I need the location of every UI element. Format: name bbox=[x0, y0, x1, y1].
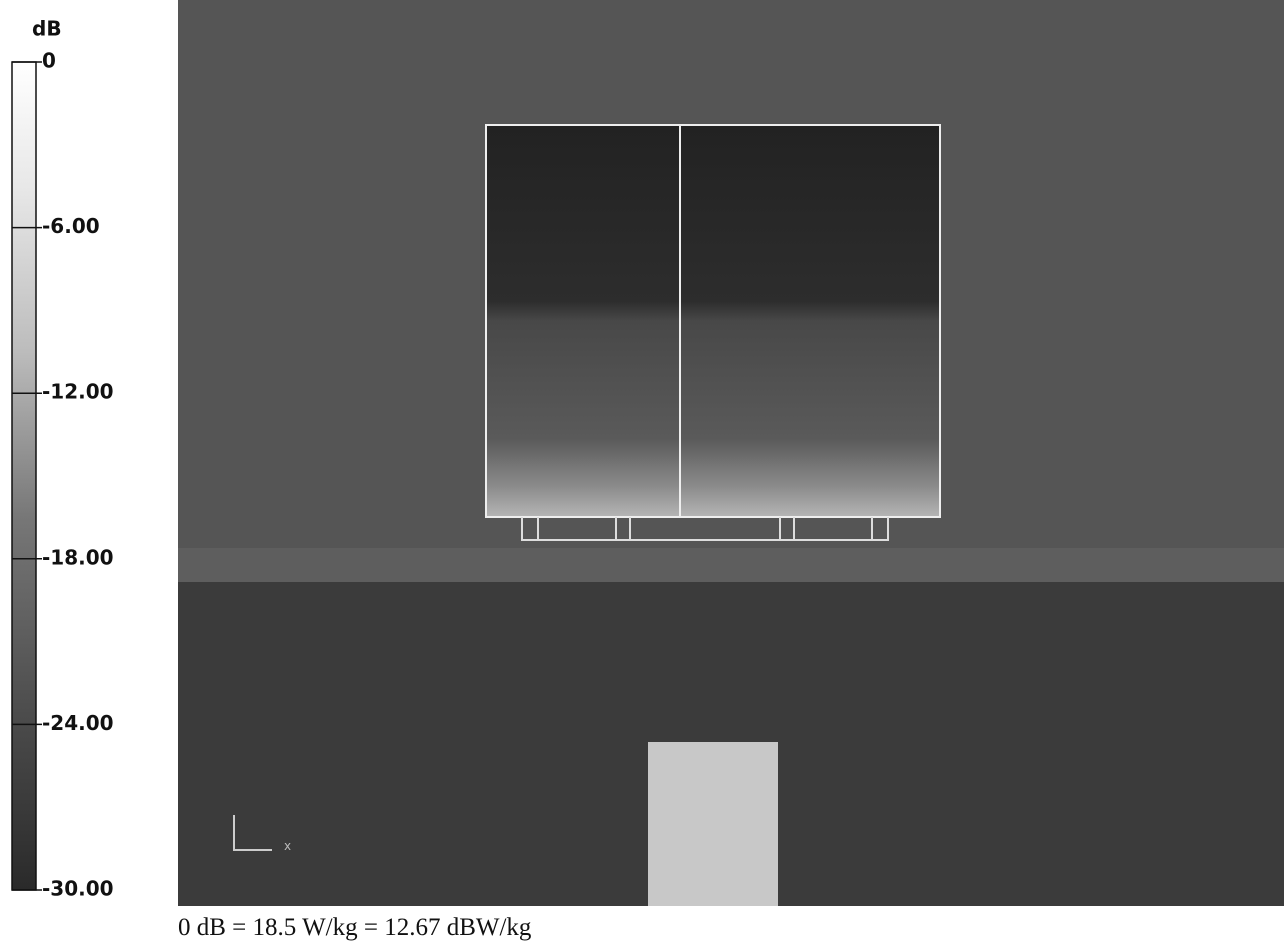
colorbar-unit: dB bbox=[32, 17, 62, 41]
tick-label: -30.00 bbox=[42, 877, 114, 901]
device-outline bbox=[485, 124, 941, 518]
tick-label: 0 bbox=[42, 49, 56, 73]
colorbar-ticks: 0 -6.00 -12.00 -18.00 -24.00 -30.00 bbox=[12, 49, 114, 901]
axis-label: x bbox=[284, 839, 291, 853]
tick-label: -18.00 bbox=[42, 545, 114, 569]
colorbar bbox=[11, 61, 37, 891]
bright-region bbox=[648, 742, 778, 906]
axis-triad bbox=[233, 815, 272, 851]
tick-label: -12.00 bbox=[42, 380, 114, 404]
caption: 0 dB = 18.5 W/kg = 12.67 dBW/kg bbox=[178, 914, 532, 941]
tick-label: -24.00 bbox=[42, 711, 114, 735]
field-band bbox=[178, 548, 1284, 582]
device-base bbox=[521, 517, 889, 541]
tick-label: -6.00 bbox=[42, 214, 100, 238]
